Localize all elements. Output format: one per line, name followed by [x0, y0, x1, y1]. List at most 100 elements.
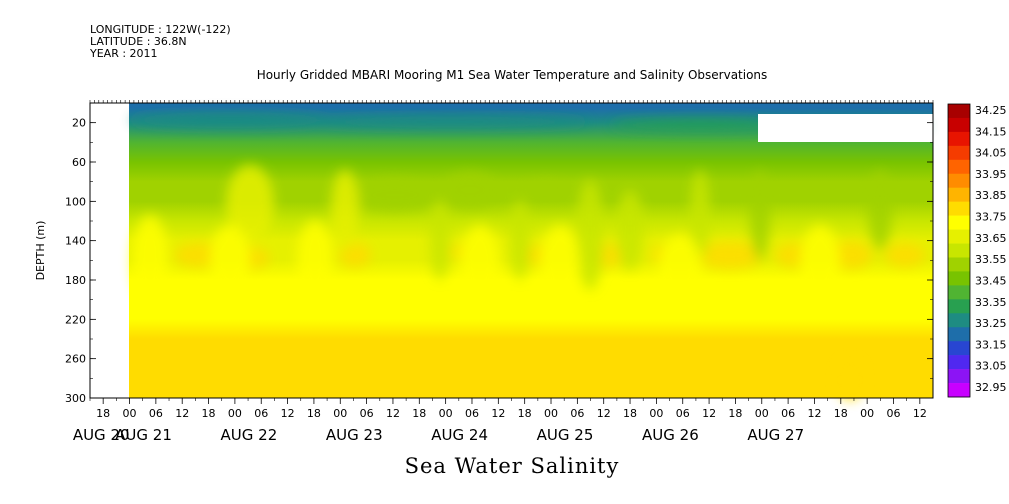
x-tick-label: 06: [254, 407, 268, 420]
x-tick-label: 18: [623, 407, 637, 420]
latitude-text: LATITUDE : 36.8N: [90, 35, 187, 48]
y-tick-label: 100: [65, 195, 86, 208]
variable-title: Sea Water Salinity: [404, 454, 620, 478]
colorbar-swatch: [948, 341, 970, 356]
x-tick-label: 18: [518, 407, 532, 420]
x-tick-label: 00: [755, 407, 769, 420]
colorbar-swatch: [948, 327, 970, 342]
salinity-anomaly: [836, 360, 864, 400]
colorbar-swatch: [948, 369, 970, 384]
salinity-anomaly: [442, 172, 498, 208]
x-tick-label: 06: [676, 407, 690, 420]
x-tick-label: 00: [439, 407, 453, 420]
x-tick-label: 00: [123, 407, 137, 420]
colorbar-swatch: [948, 285, 970, 300]
colorbar-label: 34.15: [975, 125, 1007, 138]
colorbar-label: 33.95: [975, 168, 1007, 181]
colorbar-swatch: [948, 299, 970, 314]
colorbar-swatch: [948, 383, 970, 398]
colorbar-label: 33.35: [975, 296, 1007, 309]
y-tick-label: 60: [72, 156, 86, 169]
colorbar-swatch: [948, 243, 970, 258]
colorbar-swatch: [948, 173, 970, 189]
chart-title: Hourly Gridded MBARI Mooring M1 Sea Wate…: [256, 68, 768, 82]
x-day-label: AUG 22: [221, 426, 278, 444]
colorbar-frame: [947, 103, 971, 398]
colorbar-label: 33.45: [975, 274, 1007, 287]
x-tick-label: 12: [281, 407, 295, 420]
y-tick-label: 20: [72, 117, 86, 130]
x-tick-label: 00: [228, 407, 242, 420]
location-metadata: LONGITUDE : 122W(-122) LATITUDE : 36.8N …: [90, 24, 231, 60]
y-tick-label: 140: [65, 235, 86, 248]
y-tick-label: 220: [65, 313, 86, 326]
x-tick-label: 18: [202, 407, 216, 420]
y-axis-label: DEPTH (m): [34, 221, 47, 281]
salinity-anomaly: [696, 241, 764, 269]
colorbar-swatch: [948, 104, 970, 119]
x-day-label: AUG 20: [73, 426, 130, 444]
y-tick-label: 180: [65, 274, 86, 287]
colorbar-swatch: [948, 215, 970, 230]
colorbar-swatch: [948, 229, 970, 244]
salinity-anomaly: [885, 243, 925, 267]
no-data-region: [90, 103, 129, 398]
x-tick-label: 18: [834, 407, 848, 420]
salinity-anomaly: [226, 165, 274, 245]
salinity-anomaly: [690, 170, 710, 260]
x-day-label: AUG 25: [537, 426, 594, 444]
plot-area: [90, 103, 933, 400]
y-tick-label: 300: [65, 392, 86, 405]
x-tick-label: 00: [333, 407, 347, 420]
salinity-anomaly: [331, 170, 359, 250]
colorbar-label: 32.95: [975, 381, 1007, 394]
salinity-anomaly: [297, 220, 333, 300]
colorbar-swatch: [948, 313, 970, 328]
colorbar-label: 34.25: [975, 104, 1007, 117]
colorbar: 34.25 34.15 34.05 33.95 33.85 33.75 33.65 33.55…: [947, 103, 1007, 398]
salinity-anomaly: [540, 225, 580, 305]
x-tick-label: 12: [807, 407, 821, 420]
salinity-anomaly: [310, 116, 590, 128]
colorbar-swatch: [948, 131, 970, 147]
x-day-label: AUG 27: [747, 426, 804, 444]
x-tick-label: 06: [465, 407, 479, 420]
masked-region: [758, 114, 933, 142]
x-tick-label: 18: [412, 407, 426, 420]
salinity-anomaly: [132, 215, 168, 305]
x-tick-label: 12: [386, 407, 400, 420]
salinity-anomaly: [525, 180, 565, 196]
colorbar-swatch: [948, 201, 970, 216]
x-tick-label: 12: [491, 407, 505, 420]
salinity-anomaly: [576, 180, 604, 290]
x-day-label: AUG 23: [326, 426, 383, 444]
colorbar-swatch: [948, 187, 970, 202]
colorbar-label: 34.05: [975, 147, 1007, 160]
longitude-text: LONGITUDE : 122W(-122): [90, 23, 231, 36]
colorbar-label: 33.75: [975, 211, 1007, 224]
axes: 18 00 06 12 18 00 06 12 18 00 06 12 18 00 06 12 18 00 06 12…: [34, 100, 934, 444]
year-text: YEAR : 2011: [90, 47, 158, 60]
salinity-anomaly: [460, 225, 500, 305]
x-tick-label: 00: [544, 407, 558, 420]
colorbar-swatch: [948, 159, 970, 175]
x-tick-label: 12: [175, 407, 189, 420]
colorbar-label: 33.55: [975, 253, 1007, 266]
x-tick-label: 06: [781, 407, 795, 420]
x-tick-label: 06: [360, 407, 374, 420]
salinity-anomaly: [510, 200, 530, 280]
colorbar-swatch: [948, 145, 970, 161]
salinity-anomaly: [610, 119, 790, 131]
x-tick-label: 00: [649, 407, 663, 420]
colorbar-swatch: [948, 257, 970, 272]
x-tick-label: 00: [860, 407, 874, 420]
y-tick-label: 260: [65, 353, 86, 366]
salinity-anomaly: [130, 112, 330, 128]
salinity-anomaly: [750, 170, 770, 260]
colorbar-swatch: [948, 355, 970, 370]
x-tick-label: 18: [728, 407, 742, 420]
x-tick-label: 12: [702, 407, 716, 420]
salinity-anomaly: [868, 170, 892, 250]
x-tick-label: 12: [597, 407, 611, 420]
